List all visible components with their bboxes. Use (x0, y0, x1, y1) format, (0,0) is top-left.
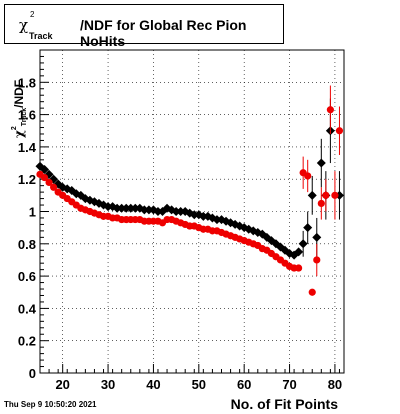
chart-title: /NDF for Global Rec Pion NoHits (80, 17, 247, 49)
x-tick-label: 30 (101, 377, 115, 392)
data-point (50, 183, 58, 191)
title-subscript: Track (29, 31, 53, 41)
y-tick-label: 1.8 (18, 75, 36, 90)
data-point (295, 264, 303, 272)
data-point (308, 288, 316, 296)
ylabel-superscript: 2 (11, 126, 18, 131)
data-point (298, 239, 308, 249)
data-point (40, 173, 49, 182)
data-point (294, 247, 304, 257)
data-point (322, 191, 330, 199)
data-point (326, 106, 334, 114)
ylabel-text: /NDF (12, 79, 26, 108)
ylabel-subscript: Track (21, 107, 28, 127)
data-point (198, 211, 208, 221)
y-axis-label: χ2Track/NDF (10, 60, 70, 140)
y-tick-label: 0 (29, 366, 36, 381)
y-tick-label: 0.6 (18, 269, 36, 284)
title-chi-symbol: χ (19, 16, 29, 34)
y-tick-label: 1 (29, 205, 36, 220)
x-tick-label: 60 (237, 377, 251, 392)
data-point (153, 207, 163, 216)
x-axis-ticks: 20 30 40 50 60 70 80 (39, 364, 342, 392)
title-superscript: 2 (30, 10, 35, 19)
data-point (45, 178, 53, 187)
data-point (307, 190, 317, 200)
data-point (189, 210, 199, 220)
data-point (103, 202, 113, 212)
data-point (316, 158, 326, 168)
x-tick-label: 50 (192, 377, 206, 392)
x-tick-label: 70 (282, 377, 296, 392)
data-point (126, 203, 136, 213)
y-tick-label: 1.2 (18, 172, 36, 187)
data-point (176, 207, 186, 216)
data-point (117, 203, 127, 213)
x-tick-label: 20 (55, 377, 69, 392)
data-point (40, 165, 50, 175)
y-axis-ticks: 0 0.2 0.4 0.6 0.8 1 1.2 1.4 1.6 1.8 (18, 55, 49, 381)
ylabel-chi-symbol: χ (12, 130, 26, 138)
data-point (139, 205, 149, 215)
data-point (121, 203, 131, 213)
data-point (313, 256, 321, 264)
data-point (317, 199, 325, 208)
x-tick-label: 80 (328, 377, 342, 392)
x-axis-label: No. of Fit Points (230, 396, 338, 412)
data-point (112, 203, 122, 213)
y-tick-label: 0.4 (18, 301, 37, 316)
data-point (304, 172, 312, 180)
data-points (35, 85, 344, 296)
y-tick-label: 1.6 (18, 108, 36, 123)
data-point (331, 191, 339, 199)
y-tick-label: 0.2 (18, 334, 36, 349)
y-tick-label: 1.4 (18, 140, 37, 155)
chart-title-box: χ 2 Track /NDF for Global Rec Pion NoHit… (4, 4, 284, 49)
y-tick-label: 0.8 (18, 237, 36, 252)
data-point (130, 203, 140, 213)
timestamp: Thu Sep 9 10:50:20 2021 (4, 400, 97, 409)
series-1 (36, 85, 344, 296)
series-0 (35, 98, 344, 260)
data-point (312, 232, 322, 242)
data-point (171, 207, 181, 216)
data-point (335, 127, 344, 135)
data-point (212, 215, 222, 225)
data-point (144, 205, 154, 215)
x-tick-label: 40 (146, 377, 160, 392)
data-point (303, 223, 313, 233)
